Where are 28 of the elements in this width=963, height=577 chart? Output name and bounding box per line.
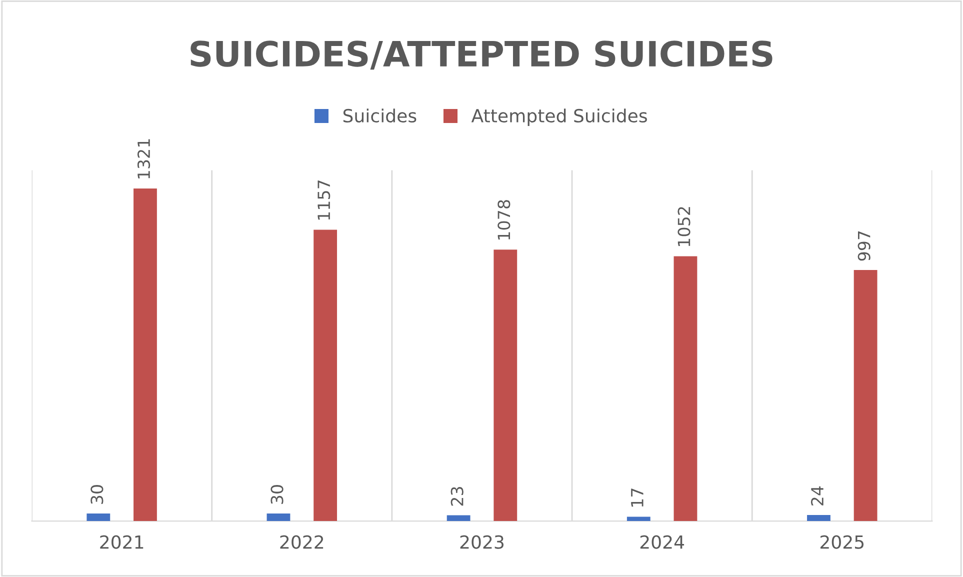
data-label: 997 bbox=[858, 231, 870, 261]
bar bbox=[626, 516, 650, 522]
bar bbox=[266, 513, 290, 522]
bar bbox=[446, 515, 470, 522]
bar bbox=[314, 230, 338, 522]
data-label: 30 bbox=[90, 485, 104, 504]
data-label: 23 bbox=[450, 487, 464, 506]
bar bbox=[494, 250, 518, 522]
bar bbox=[86, 513, 110, 522]
bar bbox=[134, 188, 157, 522]
data-label: 30 bbox=[270, 485, 284, 504]
x-tick-label: 2024 bbox=[640, 535, 684, 549]
bar bbox=[807, 514, 830, 522]
legend-label: Attempted Suicides bbox=[471, 108, 647, 126]
x-tick-label: 2023 bbox=[460, 535, 504, 549]
x-tick-label: 2021 bbox=[100, 535, 144, 549]
legend-label: Suicides bbox=[343, 108, 416, 123]
data-label: 17 bbox=[631, 488, 644, 507]
data-label: 1078 bbox=[498, 200, 510, 240]
bar bbox=[674, 256, 698, 522]
data-label: 1052 bbox=[678, 207, 690, 246]
data-label: 24 bbox=[810, 486, 824, 506]
x-tick-label: 2022 bbox=[280, 535, 324, 549]
x-tick-label: 2025 bbox=[820, 535, 864, 549]
bar bbox=[854, 270, 878, 522]
data-label: 1157 bbox=[318, 180, 330, 220]
chart-title: SUICIDES/ATTEPTED SUICIDES bbox=[190, 40, 772, 70]
data-label: 1321 bbox=[137, 139, 150, 178]
